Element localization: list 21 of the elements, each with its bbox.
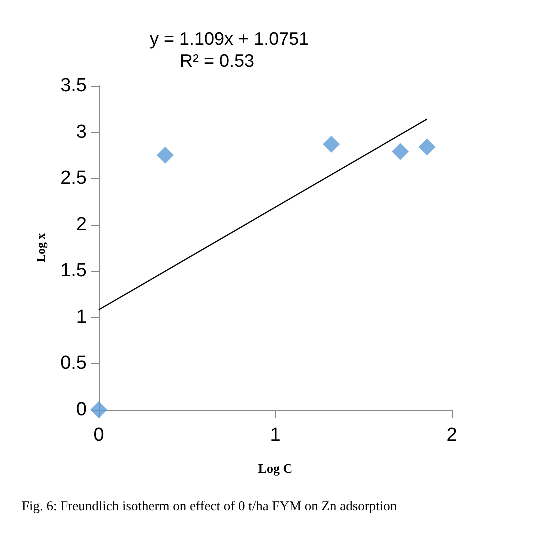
y-tick-label: 3 — [76, 122, 87, 143]
point — [418, 138, 436, 156]
x-tick-label: 1 — [270, 425, 281, 446]
y-tick-label: 2 — [76, 214, 87, 236]
point — [392, 143, 409, 160]
x-tick-label: 0 — [94, 425, 104, 446]
caption: Fig. 6: Freundlich isotherm on effect of 0 t/ha FYM on Zn adsorption — [22, 498, 398, 514]
point — [323, 136, 340, 153]
y-tick-label: 2.5 — [60, 168, 87, 190]
point — [90, 402, 108, 418]
y-tick-label: 0 — [76, 400, 87, 420]
point — [157, 146, 174, 164]
x-axis-title: Log C — [258, 461, 293, 476]
y-tick-label: 0.5 — [60, 353, 87, 374]
text: R² = 0.53 — [180, 51, 255, 71]
x-tick-label: 2 — [446, 425, 458, 446]
y-axis-title: Log x — [34, 233, 48, 263]
text: y = 1.109x + 1.0751 — [150, 29, 310, 49]
y-tick-label: 1.5 — [60, 260, 87, 282]
y-tick-label: 1 — [76, 306, 87, 328]
y-tick-label: 3.5 — [60, 76, 87, 96]
